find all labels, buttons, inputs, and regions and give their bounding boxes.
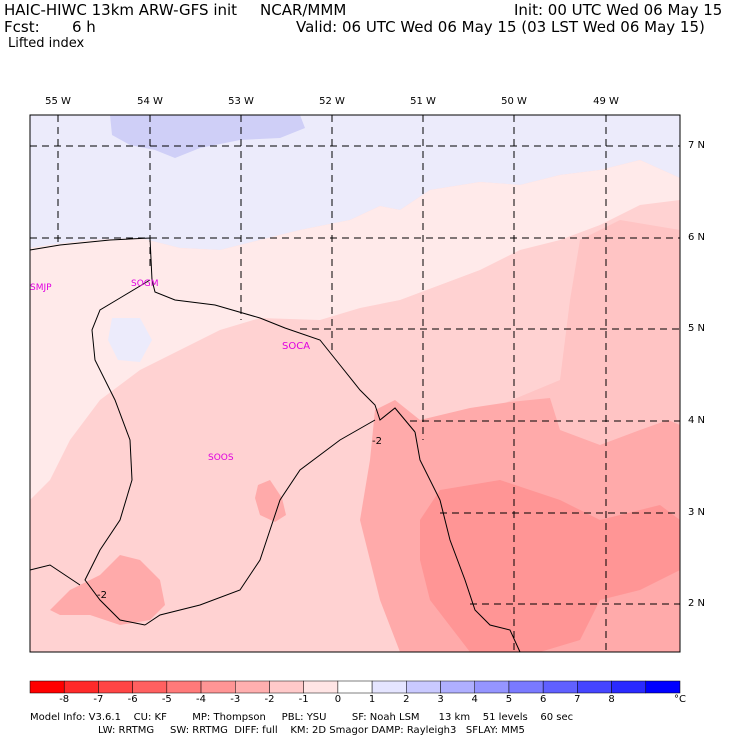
colorbar-tick-label: 4	[471, 694, 478, 705]
lon-label-51w: 51 W	[410, 96, 436, 107]
lon-label-54w: 54 W	[137, 96, 163, 107]
colorbar-swatch	[406, 680, 441, 694]
colorbar-swatch	[645, 680, 681, 694]
lat-label-2n: 2 N	[688, 598, 706, 609]
colorbar-tick-label: 0	[334, 694, 342, 705]
blue-patch-small	[108, 318, 152, 362]
lon-label-55w: 55 W	[45, 96, 71, 107]
colorbar-swatch	[337, 680, 373, 694]
lat-label-5n: 5 N	[688, 323, 706, 334]
colorbar-tick-label: -3	[230, 694, 241, 705]
colorbar-tick-label: 3	[437, 694, 444, 705]
map-frame	[29, 114, 681, 653]
colorbar-unit: °C	[674, 694, 686, 705]
colorbar-swatch	[269, 680, 304, 694]
colorbar-tick-label: 7	[574, 694, 581, 705]
colorbar-swatch	[542, 680, 578, 694]
contour-label: -2	[372, 436, 382, 447]
colorbar-swatch	[508, 680, 544, 694]
li-patch-small	[255, 480, 286, 522]
colorbar-tick-label: 1	[368, 694, 376, 705]
colorbar-tick-label: -4	[196, 694, 207, 705]
contour-label: -2	[97, 590, 107, 601]
grid-lines	[30, 115, 680, 652]
border-west	[29, 564, 81, 586]
org-label: NCAR/MMM	[260, 1, 347, 19]
colorbar-swatch	[303, 680, 339, 694]
colorbar-swatch	[577, 680, 612, 694]
station-soca: SOCA	[282, 341, 311, 352]
model-title: HAIC-HIWC 13km ARW-GFS init	[4, 1, 238, 19]
colorbar-tick-label: -6	[127, 694, 138, 705]
colorbar-swatch	[29, 680, 65, 694]
fcst-label: Fcst:	[4, 18, 40, 36]
lat-label-6n: 6 N	[688, 232, 706, 243]
lon-label-50w: 50 W	[501, 96, 527, 107]
valid-time: Valid: 06 UTC Wed 06 May 15 (03 LST Wed …	[296, 18, 705, 36]
colorbar-swatch	[200, 680, 236, 694]
blue-patch	[110, 115, 305, 158]
lon-label-52w: 52 W	[319, 96, 345, 107]
station-sogm: SOGM	[131, 279, 159, 289]
station-soos: SOOS	[208, 453, 234, 463]
colorbar-tick-label: -8	[59, 694, 70, 705]
colorbar-swatch	[98, 680, 133, 694]
near-zero-band	[30, 160, 680, 500]
lon-label-53w: 53 W	[228, 96, 254, 107]
li-patch-sw	[50, 555, 165, 625]
colorbar-swatch	[440, 680, 475, 694]
colorbar-swatch	[474, 680, 510, 694]
colorbar-tick-label: 2	[403, 694, 410, 705]
colorbar-swatch	[166, 680, 202, 694]
colorbar-swatch	[611, 680, 647, 694]
fcst-value: 6 h	[72, 18, 96, 36]
colorbar-swatch	[371, 680, 407, 694]
colorbar-tick-label: -2	[264, 694, 275, 705]
field-name: Lifted index	[8, 36, 85, 51]
colorbar	[29, 680, 681, 694]
li-minus3-region	[420, 480, 680, 652]
lat-label-3n: 3 N	[688, 507, 706, 518]
oiapoque-river	[414, 431, 521, 653]
model-info-line1: Model Info: V3.6.1 CU: KF MP: Thompson P…	[30, 712, 574, 723]
suriname-border	[84, 279, 151, 626]
colorbar-swatch	[132, 680, 168, 694]
colorbar-swatch	[235, 680, 270, 694]
colorbar-swatch	[63, 680, 99, 694]
colorbar-tick-label: 8	[608, 694, 615, 705]
model-info-line2: LW: RRTMG SW: RRTMG DIFF: full KM: 2D Sm…	[98, 725, 525, 736]
guyana-border	[144, 419, 376, 626]
colorbar-tick-label: 6	[539, 694, 547, 705]
colorbar-tick-label: 5	[505, 694, 513, 705]
colorbar-tick-label: -5	[161, 694, 172, 705]
lat-label-4n: 4 N	[688, 415, 706, 426]
colorbar-tick-label: -7	[93, 694, 104, 705]
init-time: Init: 00 UTC Wed 06 May 15	[514, 1, 723, 19]
colorbar-tick-label: -1	[298, 694, 309, 705]
lat-label-7n: 7 N	[688, 140, 706, 151]
lon-label-49w: 49 W	[593, 96, 619, 107]
station-smjp: SMJP	[30, 283, 52, 293]
